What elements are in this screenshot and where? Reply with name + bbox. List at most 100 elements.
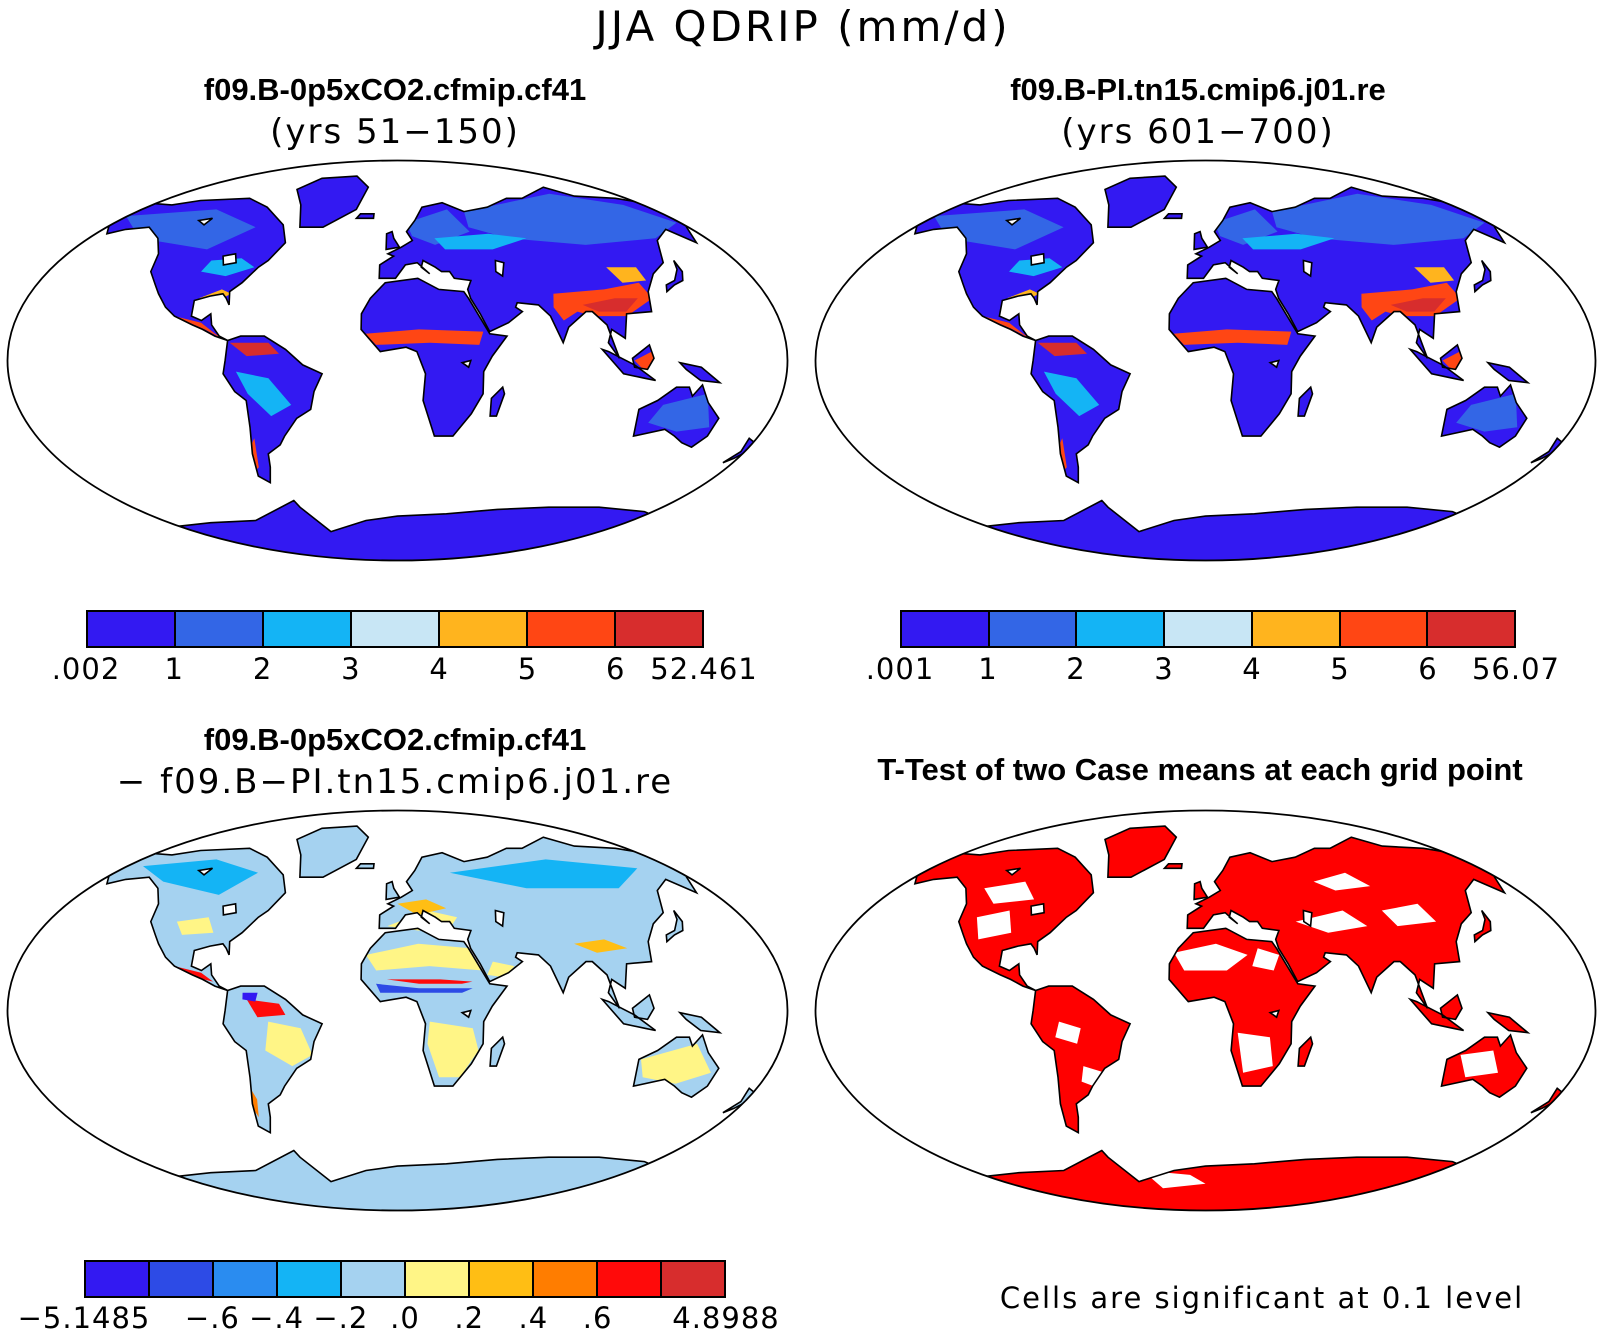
colorbar-swatch — [989, 612, 1078, 646]
colorbar-swatch — [150, 1262, 214, 1296]
coastline — [665, 260, 684, 294]
colorbar-tick-label: 4 — [1242, 652, 1262, 686]
colorbar-tick-label: 4 — [429, 652, 449, 686]
land-japan — [1474, 260, 1491, 292]
field-patch — [434, 233, 527, 250]
coastline — [105, 197, 287, 342]
land-madagascar — [1298, 1037, 1313, 1067]
coastline — [1473, 910, 1492, 944]
colorbar-swatch — [470, 1262, 534, 1296]
field-patch — [1205, 1021, 1232, 1044]
colorbar-swatch — [616, 612, 702, 646]
coastline — [1485, 361, 1531, 384]
colorbar-tick-label: 2 — [252, 652, 273, 686]
lake — [494, 259, 505, 278]
colorbar-swatch — [406, 1262, 470, 1296]
land-newguinea — [679, 362, 720, 383]
lake — [1268, 359, 1281, 369]
land-uk — [1194, 881, 1208, 900]
lake — [1268, 1009, 1281, 1019]
colorbar-swatch — [1252, 612, 1341, 646]
colorbar-tick-label: .4 — [518, 1301, 549, 1335]
coastline — [665, 910, 684, 944]
field-patch — [365, 943, 483, 971]
colorbar-tick-label: −.2 — [313, 1301, 369, 1335]
land-borneo — [1440, 994, 1462, 1020]
land-indonesia — [1410, 999, 1464, 1031]
colorbar-tick-label: 56.07 — [1471, 652, 1561, 686]
colorbar-swatch — [264, 612, 352, 646]
lake — [460, 359, 473, 369]
field-patch — [1313, 872, 1371, 891]
panel1-map — [6, 159, 789, 562]
colorbar-swatch — [902, 612, 990, 646]
land-iceland — [356, 213, 374, 219]
land-nz — [722, 1088, 758, 1113]
field-patch — [1174, 943, 1248, 971]
coastline — [360, 277, 509, 437]
significance-note: Cells are significant at 0.1 level — [999, 1281, 1525, 1315]
field-patch — [1242, 233, 1335, 250]
colorbar-tick-label: 6 — [1418, 652, 1438, 686]
land-samerica — [1031, 986, 1131, 1133]
coastline — [354, 213, 375, 220]
coastline — [1186, 836, 1512, 1009]
coastline — [489, 1035, 506, 1067]
field-patch — [1237, 1032, 1273, 1073]
field-patch — [1272, 193, 1485, 245]
coastline — [1440, 1033, 1528, 1099]
colorbar-tick-label: 3 — [341, 652, 361, 686]
colorbar-tick-label: 1 — [164, 652, 185, 686]
land-samerica — [223, 986, 323, 1133]
field-patch — [1037, 342, 1087, 357]
panel3-title: f09.B-0p5xCO2.cfmip.cf41 — [203, 722, 587, 757]
colorbar-swatch — [440, 612, 528, 646]
coastline — [1193, 880, 1209, 901]
coastline — [1193, 230, 1209, 251]
panel4-title: T-Test of two Case means at each grid po… — [877, 752, 1523, 787]
coastline — [913, 197, 1095, 342]
land-antarctica — [114, 1150, 681, 1211]
field-patch — [641, 1043, 711, 1084]
land-japan — [666, 910, 683, 942]
colorbar-tick-label: 5 — [517, 652, 538, 686]
colorbar-swatch — [662, 1262, 724, 1296]
land-nz — [1530, 438, 1566, 463]
coastline — [378, 186, 704, 359]
panel1-subtitle: (yrs 51−150) — [270, 112, 520, 152]
field-patch — [176, 917, 214, 935]
land-uk — [386, 881, 400, 900]
colorbar-tick-label: −5.1485 — [17, 1301, 151, 1335]
lake — [460, 1009, 473, 1019]
land-uk — [386, 231, 400, 250]
colorbar-tick-label: 3 — [1154, 652, 1174, 686]
lake — [1302, 909, 1313, 928]
coastline — [1297, 1035, 1314, 1067]
coastline — [1030, 335, 1132, 485]
colorbar-tick-label: .6 — [582, 1301, 613, 1335]
lake — [1004, 867, 1021, 876]
coastline — [1439, 993, 1463, 1021]
colorbar-swatch — [342, 1262, 406, 1296]
coastline — [1485, 1011, 1531, 1034]
coastline — [1162, 213, 1183, 220]
land-madagascar — [490, 387, 505, 417]
panel4-map — [814, 809, 1597, 1212]
coastline — [385, 230, 401, 251]
coastline — [1168, 927, 1317, 1087]
land-africa — [1169, 278, 1315, 437]
field-patch — [449, 859, 638, 889]
field-patch — [464, 193, 677, 245]
coastline — [1104, 175, 1178, 228]
colorbar-swatch — [598, 1262, 662, 1296]
colorbar-tick-label: .001 — [865, 652, 935, 686]
coastline — [1439, 343, 1463, 371]
field-patch — [976, 910, 1012, 940]
land-iceland — [1164, 213, 1182, 219]
land-greenland — [1105, 176, 1177, 228]
coastline — [677, 361, 723, 384]
field-patch — [235, 371, 292, 417]
land-indonesia — [602, 349, 656, 381]
panel2-colorbar-labels: .001 1 2 3 4 5 6 56.07 — [866, 652, 1559, 692]
colorbar-swatch — [88, 612, 176, 646]
